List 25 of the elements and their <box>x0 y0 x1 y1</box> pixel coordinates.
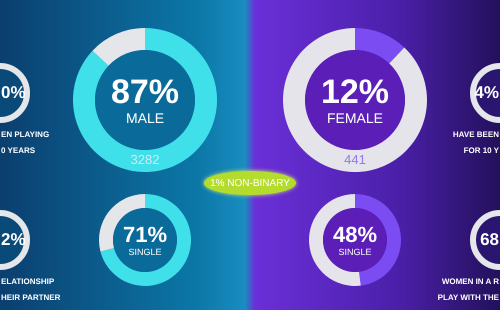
data-label: 87% <box>110 73 180 111</box>
donut-slice <box>283 28 427 172</box>
text: PLAY WITH THE <box>438 293 499 302</box>
text: HAVE BEEN <box>452 130 499 139</box>
donut-slice <box>100 194 191 286</box>
text: MALE <box>126 110 164 126</box>
data-label: 12% <box>320 73 390 111</box>
text: ELATIONSHIP <box>1 277 54 286</box>
text: SINGLE <box>338 246 372 256</box>
text: 68 <box>480 230 499 250</box>
text: 1% NON-BINARY <box>204 171 296 195</box>
data-label: 71% <box>122 222 168 246</box>
donut-slice <box>355 28 404 64</box>
text: EN PLAYING <box>1 130 50 139</box>
text: HEIR PARTNER <box>1 293 60 302</box>
text: SINGLE <box>128 246 162 256</box>
donut-slice <box>73 28 217 172</box>
text: 441 <box>343 152 367 167</box>
text: 0 YEARS <box>1 146 36 155</box>
data-label: 48% <box>332 222 378 246</box>
text: WOMEN IN A R <box>442 277 499 286</box>
text: FOR 10 Y <box>464 146 499 155</box>
text: FEMALE <box>326 110 383 126</box>
text: 3282 <box>130 152 160 167</box>
donut-slice <box>92 28 145 66</box>
